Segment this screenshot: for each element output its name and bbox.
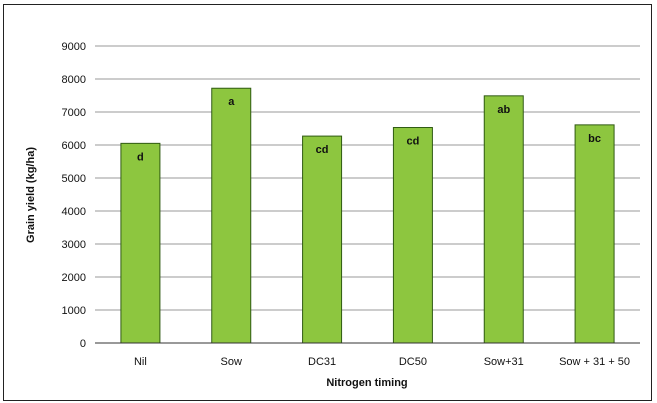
x-category-label: DC50 [399, 356, 427, 368]
x-category-label: Nil [134, 356, 147, 368]
x-axis-categories: Nil Sow DC31 DC50 Sow+31 Sow + 31 + 50 [134, 356, 630, 368]
gridlines [95, 45, 640, 311]
x-category-label: Sow [221, 356, 242, 368]
bar [483, 95, 524, 344]
y-tick-label: 7000 [62, 107, 86, 119]
x-category-label: Sow+31 [484, 356, 524, 368]
significance-letter: ab [497, 104, 510, 116]
y-tick-label: 0 [80, 338, 86, 350]
significance-letter: d [137, 151, 144, 163]
x-category-label: Sow + 31 + 50 [559, 356, 630, 368]
significance-letter: cd [406, 136, 419, 148]
bar [392, 127, 433, 344]
y-tick-label: 8000 [62, 74, 86, 86]
x-axis-title: Nitrogen timing [326, 377, 407, 389]
y-tick-label: 9000 [62, 41, 86, 53]
y-tick-label: 3000 [62, 239, 86, 251]
y-axis-title: Grain yield (kg/ha) [25, 147, 37, 243]
bars [120, 87, 615, 344]
bar [120, 142, 161, 344]
significance-letter: a [228, 96, 235, 108]
bar [302, 135, 343, 344]
significance-letter: cd [316, 144, 329, 156]
y-tick-label: 1000 [62, 305, 86, 317]
y-tick-label: 6000 [62, 140, 86, 152]
bar [574, 124, 615, 344]
bar-letter-labels: d a cd cd ab bc [137, 96, 601, 163]
x-category-label: DC31 [308, 356, 336, 368]
significance-letter: bc [588, 133, 601, 145]
y-tick-label: 5000 [62, 173, 86, 185]
bar [211, 87, 252, 344]
y-tick-label: 2000 [62, 272, 86, 284]
y-axis-ticks: 0 1000 2000 3000 4000 5000 6000 7000 8000 9000 [62, 41, 86, 350]
y-tick-label: 4000 [62, 206, 86, 218]
